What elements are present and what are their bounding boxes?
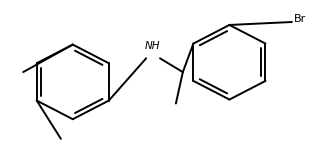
Text: Br: Br: [294, 14, 306, 24]
Text: NH: NH: [144, 41, 160, 52]
